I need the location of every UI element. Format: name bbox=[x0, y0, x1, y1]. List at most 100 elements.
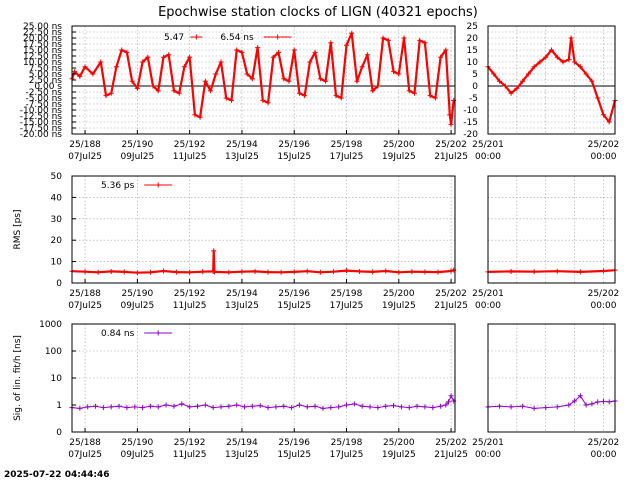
legend-marker bbox=[155, 182, 161, 188]
series-point bbox=[281, 403, 287, 409]
series-point bbox=[257, 403, 263, 409]
series-point bbox=[414, 403, 420, 409]
series-point bbox=[163, 402, 169, 408]
y-tick-label: 1000 bbox=[39, 320, 62, 330]
zoom-y-tick-label: -20 bbox=[463, 130, 478, 140]
series-point bbox=[333, 93, 339, 99]
x-tick-label-day: 25/192 bbox=[174, 140, 206, 150]
series-point bbox=[140, 405, 146, 411]
x-tick-label-date: 07Jul25 bbox=[68, 301, 102, 311]
series-point bbox=[422, 40, 428, 46]
panel-3: 0 1 10 100 1000 Sig. of lin. fit/h [ns] 25/188… bbox=[13, 320, 619, 460]
series-point bbox=[357, 268, 363, 274]
x-tick-label-date: 11Jul25 bbox=[173, 301, 207, 311]
zoom-x-tick-label-day: 25/201 bbox=[472, 289, 504, 299]
series-point bbox=[273, 404, 279, 410]
series-point bbox=[145, 54, 151, 60]
zoom-x-tick-label-time: 00:00 bbox=[475, 301, 501, 311]
zoom-series-point bbox=[525, 71, 531, 77]
series-point bbox=[77, 405, 83, 411]
series-point bbox=[398, 404, 404, 410]
series-point bbox=[430, 405, 436, 411]
series-point bbox=[108, 90, 114, 96]
series-point bbox=[406, 405, 412, 411]
zoom-series-point bbox=[531, 269, 537, 275]
zoom-x-tick-label-day: 25/202 bbox=[588, 289, 620, 299]
zoom-series-point bbox=[577, 393, 583, 399]
series-point bbox=[223, 95, 229, 101]
x-tick-label-date: 09Jul25 bbox=[120, 152, 154, 162]
zoom-series-point bbox=[520, 403, 526, 409]
series-point bbox=[121, 269, 127, 275]
zoom-y-tick-label: -5 bbox=[469, 94, 478, 104]
y-tick-label: 0 bbox=[56, 428, 62, 438]
y-tick-label: -7.50 ns bbox=[25, 100, 62, 110]
series-point bbox=[391, 403, 397, 409]
series-point bbox=[171, 403, 177, 409]
zoom-series-point bbox=[600, 268, 606, 274]
zoom-series-point bbox=[543, 54, 549, 60]
zoom-x-tick-label-day: 25/201 bbox=[472, 438, 504, 448]
y-tick-label: 12.50 ns bbox=[23, 52, 62, 62]
series-point bbox=[367, 404, 373, 410]
y-tick-label: 25.00 ns bbox=[23, 22, 62, 32]
y-tick-label: 20.00 ns bbox=[23, 34, 62, 44]
x-tick-label-date: 13Jul25 bbox=[225, 450, 259, 460]
x-tick-label-date: 17Jul25 bbox=[330, 152, 364, 162]
series-point bbox=[375, 405, 381, 411]
x-tick-label-date: 17Jul25 bbox=[330, 301, 364, 311]
legend-marker bbox=[193, 34, 199, 40]
series-point bbox=[194, 403, 200, 409]
series-point bbox=[448, 121, 454, 127]
series-point bbox=[344, 402, 350, 408]
x-tick-label-day: 25/200 bbox=[383, 438, 415, 448]
zoom-series-point bbox=[502, 83, 508, 89]
zoom-series-point bbox=[566, 402, 572, 408]
series-point bbox=[317, 269, 323, 275]
zoom-series-line bbox=[487, 395, 616, 409]
x-tick-label-day: 25/194 bbox=[226, 438, 258, 448]
legend-marker bbox=[275, 34, 281, 40]
zoom-series-point bbox=[549, 47, 554, 53]
series-point bbox=[443, 47, 449, 53]
series-point bbox=[265, 100, 271, 106]
timestamp-label: 2025-07-22 04:44:46 bbox=[4, 470, 109, 480]
series-point bbox=[218, 59, 224, 65]
series-point bbox=[304, 404, 310, 410]
x-tick-label-date: 11Jul25 bbox=[173, 152, 207, 162]
x-tick-label-date: 21Jul25 bbox=[434, 450, 468, 460]
series-point bbox=[354, 78, 360, 84]
x-tick-label-date: 13Jul25 bbox=[225, 152, 259, 162]
series-point bbox=[208, 88, 214, 94]
series-point bbox=[289, 405, 295, 411]
x-tick-label-date: 09Jul25 bbox=[120, 450, 154, 460]
series-point bbox=[119, 47, 125, 53]
x-tick-label-day: 25/190 bbox=[122, 289, 154, 299]
y-tick-label: 40 bbox=[51, 193, 63, 203]
series-point bbox=[375, 83, 381, 89]
series-point bbox=[296, 90, 302, 96]
x-tick-label-day: 25/198 bbox=[331, 140, 363, 150]
zoom-series-line bbox=[487, 36, 617, 124]
series-point bbox=[226, 269, 232, 275]
series-point bbox=[116, 403, 122, 409]
zoom-series-point bbox=[572, 398, 578, 404]
zoom-y-tick-label: 15 bbox=[467, 46, 478, 56]
zoom-plot-frame bbox=[487, 175, 616, 284]
series-point bbox=[445, 399, 451, 405]
series-point bbox=[249, 76, 255, 82]
series-point bbox=[249, 403, 255, 409]
series-point bbox=[438, 54, 444, 60]
series-point bbox=[252, 268, 258, 274]
series-point bbox=[364, 52, 370, 58]
legend-label: 5.47 bbox=[164, 33, 184, 43]
series-point bbox=[323, 78, 329, 84]
zoom-x-tick-label-time: 00:00 bbox=[590, 152, 616, 162]
zoom-series-point bbox=[583, 402, 589, 408]
x-tick-label-date: 17Jul25 bbox=[330, 450, 364, 460]
series-point bbox=[359, 64, 365, 70]
y-tick-label: 2.50 ns bbox=[29, 76, 63, 86]
zoom-series-point bbox=[589, 401, 595, 407]
legend-label: 0.84 ns bbox=[101, 329, 135, 339]
zoom-plot-frame bbox=[487, 323, 616, 433]
